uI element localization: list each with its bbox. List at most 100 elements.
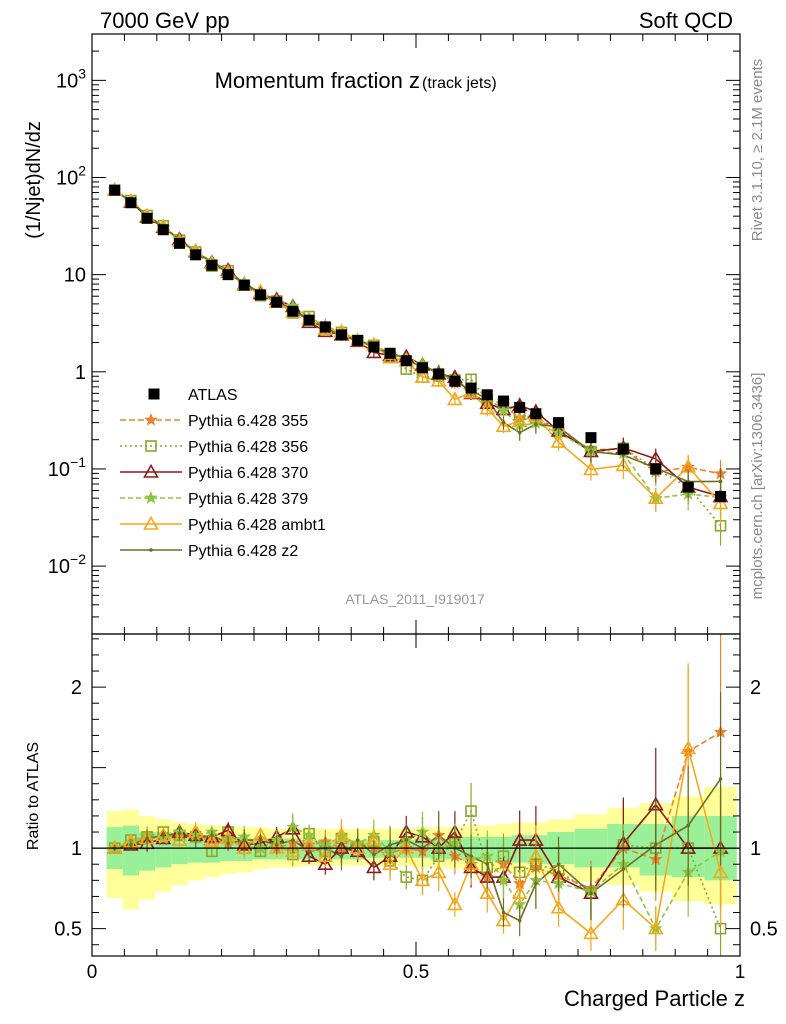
series-point-ratio xyxy=(485,862,490,867)
series-point-ratio xyxy=(556,862,561,867)
series-point-ratio xyxy=(388,843,392,847)
ratio-tick-label-left: 2 xyxy=(71,677,82,699)
analysis-id-label: ATLAS_2011_I919017 xyxy=(345,591,485,607)
legend-label: Pythia 6.428 370 xyxy=(188,465,308,482)
series-point-ratio xyxy=(274,843,279,847)
series-point-ratio xyxy=(589,891,593,896)
y-tick-label: 10−1 xyxy=(48,454,86,481)
data-point xyxy=(449,375,461,387)
series-point-ratio xyxy=(339,854,344,858)
data-point xyxy=(238,279,250,291)
series-point-ratio xyxy=(349,840,366,854)
stat-band-bin xyxy=(171,835,188,865)
x-tick-label: 1 xyxy=(735,962,746,983)
series-point-ratio xyxy=(621,867,626,871)
series-point-main xyxy=(583,461,599,476)
data-point xyxy=(553,417,565,429)
series-point-ratio xyxy=(404,838,409,842)
series-point-ratio xyxy=(400,871,413,883)
series-point-main xyxy=(589,449,593,454)
series-point-ratio xyxy=(317,856,334,871)
data-point xyxy=(481,389,493,401)
data-point xyxy=(617,443,629,455)
series-point-ratio xyxy=(511,885,528,900)
series-point-main xyxy=(550,433,567,448)
legend-label: Pythia 6.428 356 xyxy=(188,439,308,456)
legend-marker xyxy=(144,412,158,426)
series-point-ratio xyxy=(583,925,599,940)
legend-marker xyxy=(149,548,153,552)
data-point xyxy=(222,269,234,281)
header-left: 7000 GeV pp xyxy=(100,8,230,33)
series-line-main xyxy=(114,189,721,483)
series-point-main xyxy=(517,430,522,435)
series-point-ratio xyxy=(382,856,398,871)
series-point-ratio xyxy=(465,805,477,817)
series-point-main xyxy=(615,457,632,472)
ratio-plot-frame xyxy=(91,633,741,957)
ratio-tick-label-left: 0.5 xyxy=(54,919,82,941)
data-point xyxy=(433,368,445,380)
ratio-tick-label-right: 1 xyxy=(750,838,761,860)
source-label: mcplots.cern.ch [arXiv:1306.3436] xyxy=(749,373,766,600)
legend-marker xyxy=(143,463,159,478)
chart-title: Momentum fraction z xyxy=(215,68,420,93)
data-point xyxy=(190,249,202,261)
data-point xyxy=(368,341,380,353)
series-point-ratio xyxy=(511,831,528,846)
series-point-main xyxy=(647,490,664,504)
series-point-ratio xyxy=(712,864,729,879)
series-point-ratio xyxy=(161,833,166,838)
series-point-ratio xyxy=(414,872,431,887)
legend-label-atlas: ATLAS xyxy=(188,387,238,404)
data-point xyxy=(416,362,428,374)
series-point-ratio xyxy=(155,827,172,842)
y-tick-label: 102 xyxy=(56,163,86,190)
series-point-main xyxy=(479,400,496,415)
data-point xyxy=(254,289,266,301)
series-line-main xyxy=(114,189,721,475)
legend: ATLAS Pythia 6.428 355 Pythia 6.428 356 Pyt… xyxy=(120,387,326,560)
data-point xyxy=(125,197,137,209)
series-point-main xyxy=(496,403,511,417)
series-point-main xyxy=(718,479,723,484)
legend-label: Pythia 6.428 ambt1 xyxy=(188,517,326,534)
legend-marker-atlas xyxy=(148,388,160,400)
data-point xyxy=(335,329,347,341)
data-point xyxy=(400,355,412,367)
data-point xyxy=(715,491,727,503)
data-point xyxy=(109,184,121,196)
series-point-ratio xyxy=(479,885,496,900)
legend-label: Pythia 6.428 355 xyxy=(188,413,308,430)
series-point-ratio xyxy=(307,849,311,854)
series-point-ratio xyxy=(129,843,133,847)
data-point xyxy=(682,481,694,493)
series-point-ratio xyxy=(145,836,149,841)
legend-marker xyxy=(145,440,157,452)
data-point xyxy=(271,296,283,308)
series-point-ratio xyxy=(686,823,690,828)
data-point xyxy=(514,401,526,413)
series-point-main xyxy=(495,418,512,433)
series-markers xyxy=(106,182,729,956)
data-point xyxy=(173,237,185,249)
series-point-main xyxy=(712,495,729,510)
series-point-ratio xyxy=(469,854,473,858)
y-tick-label: 10 xyxy=(64,265,86,287)
series-point-ratio xyxy=(317,848,334,862)
ratio-tick-label-left: 1 xyxy=(71,838,82,860)
series-line-main xyxy=(114,189,722,504)
series-point-ratio xyxy=(550,899,567,914)
data-point xyxy=(319,321,331,333)
chart-subtitle: (track jets) xyxy=(422,75,497,92)
series-point-ratio xyxy=(653,843,658,847)
series-point-ratio xyxy=(236,840,253,854)
series-point-ratio xyxy=(291,838,295,842)
series-point-main xyxy=(414,369,431,383)
series-point-ratio xyxy=(430,864,447,879)
series-point-ratio xyxy=(647,920,664,935)
series-point-ratio xyxy=(226,841,230,846)
legend-marker xyxy=(144,490,158,504)
series-point-ratio xyxy=(177,831,182,836)
